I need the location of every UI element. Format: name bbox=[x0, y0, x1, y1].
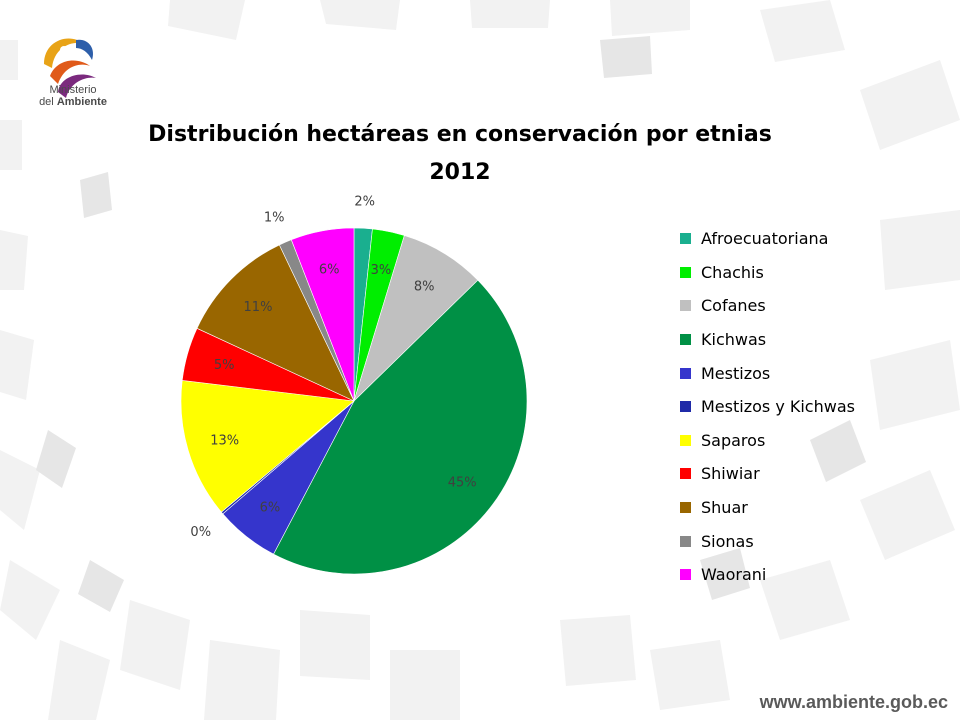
pie-slice-shuar bbox=[196, 244, 355, 402]
pie-slice-kichwas bbox=[273, 279, 528, 575]
data-label-cofanes: 8% bbox=[414, 280, 435, 295]
legend-item-mestizos-y-kichwas: Mestizos y Kichwas bbox=[680, 390, 855, 424]
legend-item-shiwiar: Shiwiar bbox=[680, 457, 855, 491]
legend-label-mestizos: Mestizos bbox=[701, 363, 771, 383]
legend-item-shuar: Shuar bbox=[680, 491, 855, 525]
chart-title: Distribución hectáreas en conservación p… bbox=[148, 122, 772, 147]
data-label-shiwiar: 5% bbox=[214, 358, 235, 373]
legend-item-sionas: Sionas bbox=[680, 524, 855, 558]
data-label-chachis: 3% bbox=[371, 263, 392, 278]
legend-label-mestizos-y-kichwas: Mestizos y Kichwas bbox=[701, 397, 855, 417]
data-label-mestizos: 6% bbox=[260, 501, 281, 516]
legend-label-shiwiar: Shiwiar bbox=[701, 464, 760, 484]
legend-label-waorani: Waorani bbox=[701, 565, 767, 585]
legend-swatch-sionas bbox=[680, 535, 691, 547]
legend-item-afroecuatoriana: Afroecuatoriana bbox=[680, 222, 855, 256]
data-label-mestizos-y-kichwas: 0% bbox=[190, 525, 211, 540]
legend-item-chachis: Chachis bbox=[680, 256, 855, 290]
legend-swatch-mestizos bbox=[680, 367, 691, 379]
logo-text-ambiente: del Ambiente bbox=[18, 96, 128, 108]
legend-swatch-shuar bbox=[680, 502, 691, 514]
data-label-saparos: 13% bbox=[210, 433, 239, 448]
logo-text-ambiente-bold: Ambiente bbox=[56, 96, 107, 108]
legend-label-chachis: Chachis bbox=[701, 262, 764, 282]
legend-label-saparos: Saparos bbox=[701, 430, 766, 450]
pie-slice-saparos bbox=[180, 380, 355, 513]
chart-legend: Afroecuatoriana Chachis Cofanes Kichwas Mest… bbox=[680, 222, 855, 592]
legend-swatch-cofanes bbox=[680, 300, 691, 312]
chart-subtitle: 2012 bbox=[429, 160, 491, 185]
legend-item-cofanes: Cofanes bbox=[680, 289, 855, 323]
legend-swatch-saparos bbox=[680, 434, 691, 446]
legend-swatch-shiwiar bbox=[680, 468, 691, 480]
legend-swatch-waorani bbox=[680, 569, 691, 581]
legend-item-waorani: Waorani bbox=[680, 558, 855, 592]
legend-swatch-afroecuatoriana bbox=[680, 233, 691, 245]
legend-swatch-mestizos-y-kichwas bbox=[680, 401, 691, 413]
legend-label-cofanes: Cofanes bbox=[701, 296, 766, 316]
ministerio-logo bbox=[40, 38, 100, 98]
legend-label-kichwas: Kichwas bbox=[701, 330, 767, 350]
data-label-sionas: 1% bbox=[264, 211, 285, 226]
chart-title-block: Distribución hectáreas en conservación p… bbox=[130, 116, 790, 192]
website-url: www.ambiente.gob.ec bbox=[759, 692, 948, 712]
legend-item-mestizos: Mestizos bbox=[680, 356, 855, 390]
legend-swatch-chachis bbox=[680, 266, 691, 278]
legend-item-saparos: Saparos bbox=[680, 424, 855, 458]
legend-label-shuar: Shuar bbox=[701, 498, 748, 518]
legend-swatch-kichwas bbox=[680, 334, 691, 346]
legend-label-afroecuatoriana: Afroecuatoriana bbox=[701, 229, 829, 249]
legend-label-sionas: Sionas bbox=[701, 531, 754, 551]
legend-item-kichwas: Kichwas bbox=[680, 323, 855, 357]
logo-text-ministerio: Ministerio bbox=[49, 84, 97, 96]
data-label-kichwas: 45% bbox=[448, 476, 477, 491]
data-label-shuar: 11% bbox=[244, 300, 273, 315]
data-label-afroecuatoriana: 2% bbox=[354, 194, 375, 209]
logo-text-del: del bbox=[39, 96, 54, 108]
pie-slice-waorani bbox=[290, 227, 355, 402]
data-label-waorani: 6% bbox=[319, 262, 340, 277]
